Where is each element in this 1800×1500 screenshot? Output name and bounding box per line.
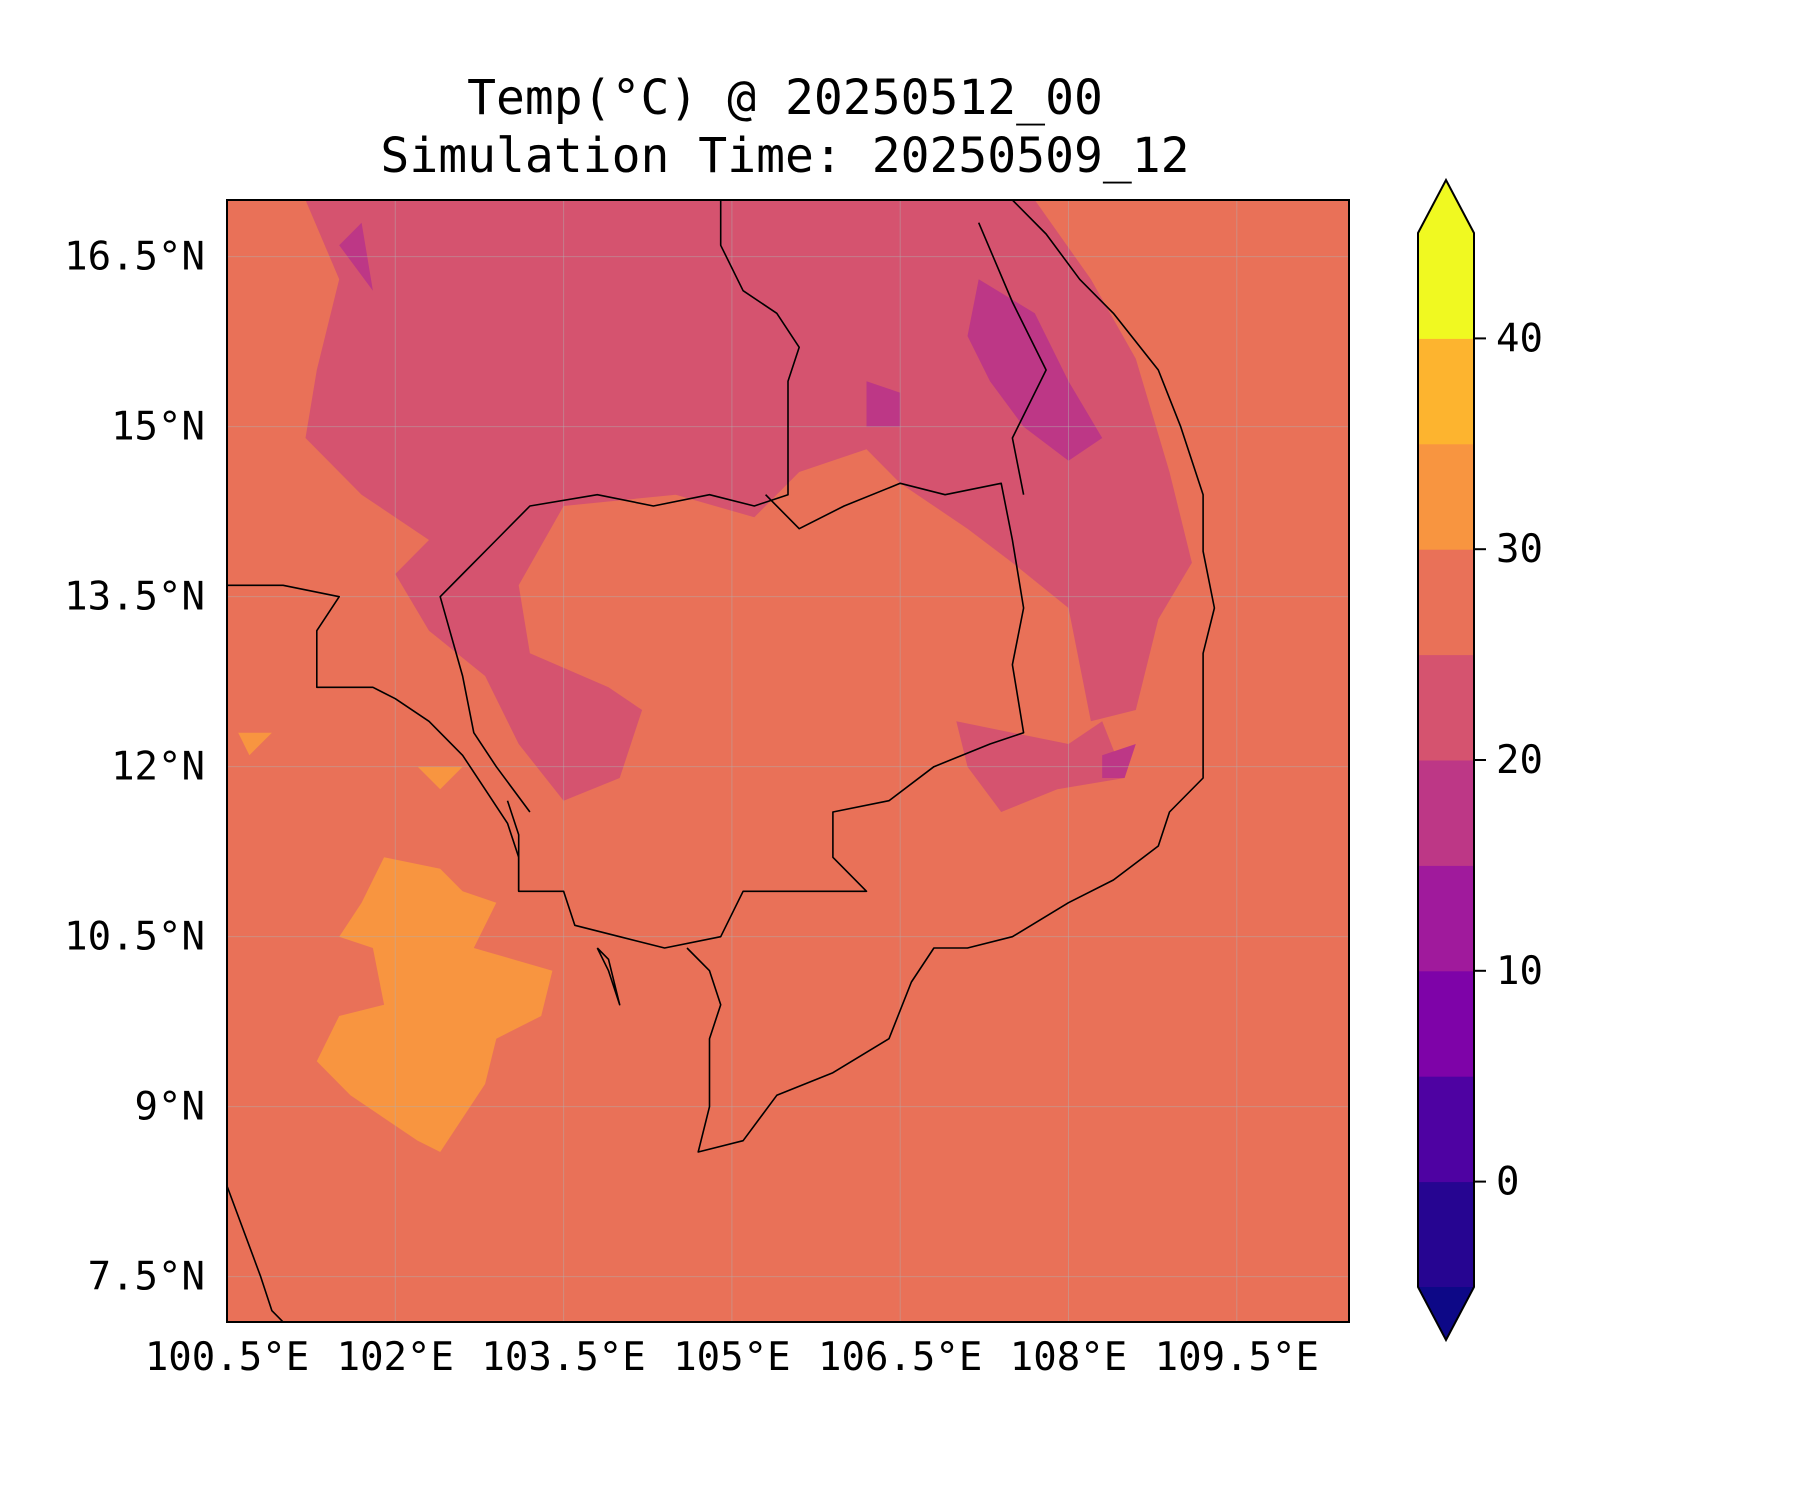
x-tick-label: 103.5°E	[481, 1335, 645, 1380]
coastline	[596, 947, 621, 1006]
temperature-regions	[238, 200, 1192, 1152]
map-frame	[226, 199, 1350, 1323]
y-axis-ticks: 7.5°N 9°N 10.5°N 12°N 13.5°N 15°N 16.5°N	[64, 235, 205, 1300]
gridlines	[227, 200, 1349, 1322]
y-tick-label: 16.5°N	[64, 235, 205, 280]
colorbar-tick-label: 10	[1496, 949, 1543, 994]
temperature-region	[417, 766, 463, 790]
colorbar-outline	[1417, 177, 1475, 1343]
coastline	[506, 482, 1025, 949]
temperature-region	[967, 279, 1103, 461]
colorbar-segment	[1418, 970, 1474, 1077]
colorbar-segment	[1418, 760, 1474, 866]
x-tick-label: 108°E	[1010, 1335, 1127, 1380]
coastlines	[227, 200, 1216, 1322]
temperature-region	[956, 721, 1125, 812]
colorbar-segment	[1418, 1076, 1474, 1183]
colorbar-segment	[1418, 865, 1474, 972]
y-tick-label: 13.5°N	[64, 575, 205, 620]
x-tick-label: 109.5°E	[1155, 1335, 1319, 1380]
colorbar-segment	[1418, 654, 1474, 761]
x-tick-label: 102°E	[337, 1335, 454, 1380]
temperature-region	[1102, 744, 1136, 778]
colorbar-over-triangle	[1418, 180, 1474, 233]
colorbar-segment	[1418, 338, 1474, 445]
colorbar-segment	[1418, 1181, 1474, 1288]
temperature-region	[866, 381, 901, 427]
coastline	[686, 200, 1216, 1153]
temperature-region	[238, 732, 272, 756]
colorbar-tick-label: 20	[1496, 738, 1543, 783]
temperature-region	[339, 222, 373, 291]
y-tick-label: 12°N	[111, 745, 205, 790]
colorbar-tick-label: 30	[1496, 527, 1543, 572]
y-tick-label: 10.5°N	[64, 915, 205, 960]
title-line-2: Simulation Time: 20250509_12	[380, 128, 1189, 184]
colorbar-ticks: 0 10 20 30 40	[1474, 316, 1543, 1205]
y-tick-label: 15°N	[111, 405, 205, 450]
temperature-region	[316, 857, 553, 1152]
y-tick-label: 9°N	[135, 1085, 205, 1130]
coastline	[977, 222, 1047, 495]
map-area	[227, 200, 1349, 1322]
x-tick-label: 106.5°E	[818, 1335, 982, 1380]
coastline	[227, 584, 520, 892]
x-tick-label: 105°E	[673, 1335, 790, 1380]
y-tick-label: 7.5°N	[88, 1255, 205, 1300]
coastline	[439, 200, 801, 813]
colorbar-segment	[1418, 233, 1474, 339]
x-tick-label: 100.5°E	[145, 1335, 309, 1380]
title-line-1: Temp(°C) @ 20250512_00	[467, 70, 1103, 126]
coastline	[227, 1185, 285, 1322]
colorbar-segment	[1418, 549, 1474, 656]
colorbar	[1417, 177, 1475, 1343]
colorbar-tick-label: 40	[1496, 316, 1543, 361]
colorbar-tick-label: 0	[1496, 1160, 1519, 1205]
colorbar-under-triangle	[1418, 1287, 1474, 1340]
temperature-region	[305, 200, 1192, 801]
colorbar-segment	[1418, 443, 1474, 550]
x-axis-ticks: 100.5°E 102°E 103.5°E 105°E 106.5°E 108°E 109.…	[145, 1335, 1319, 1380]
